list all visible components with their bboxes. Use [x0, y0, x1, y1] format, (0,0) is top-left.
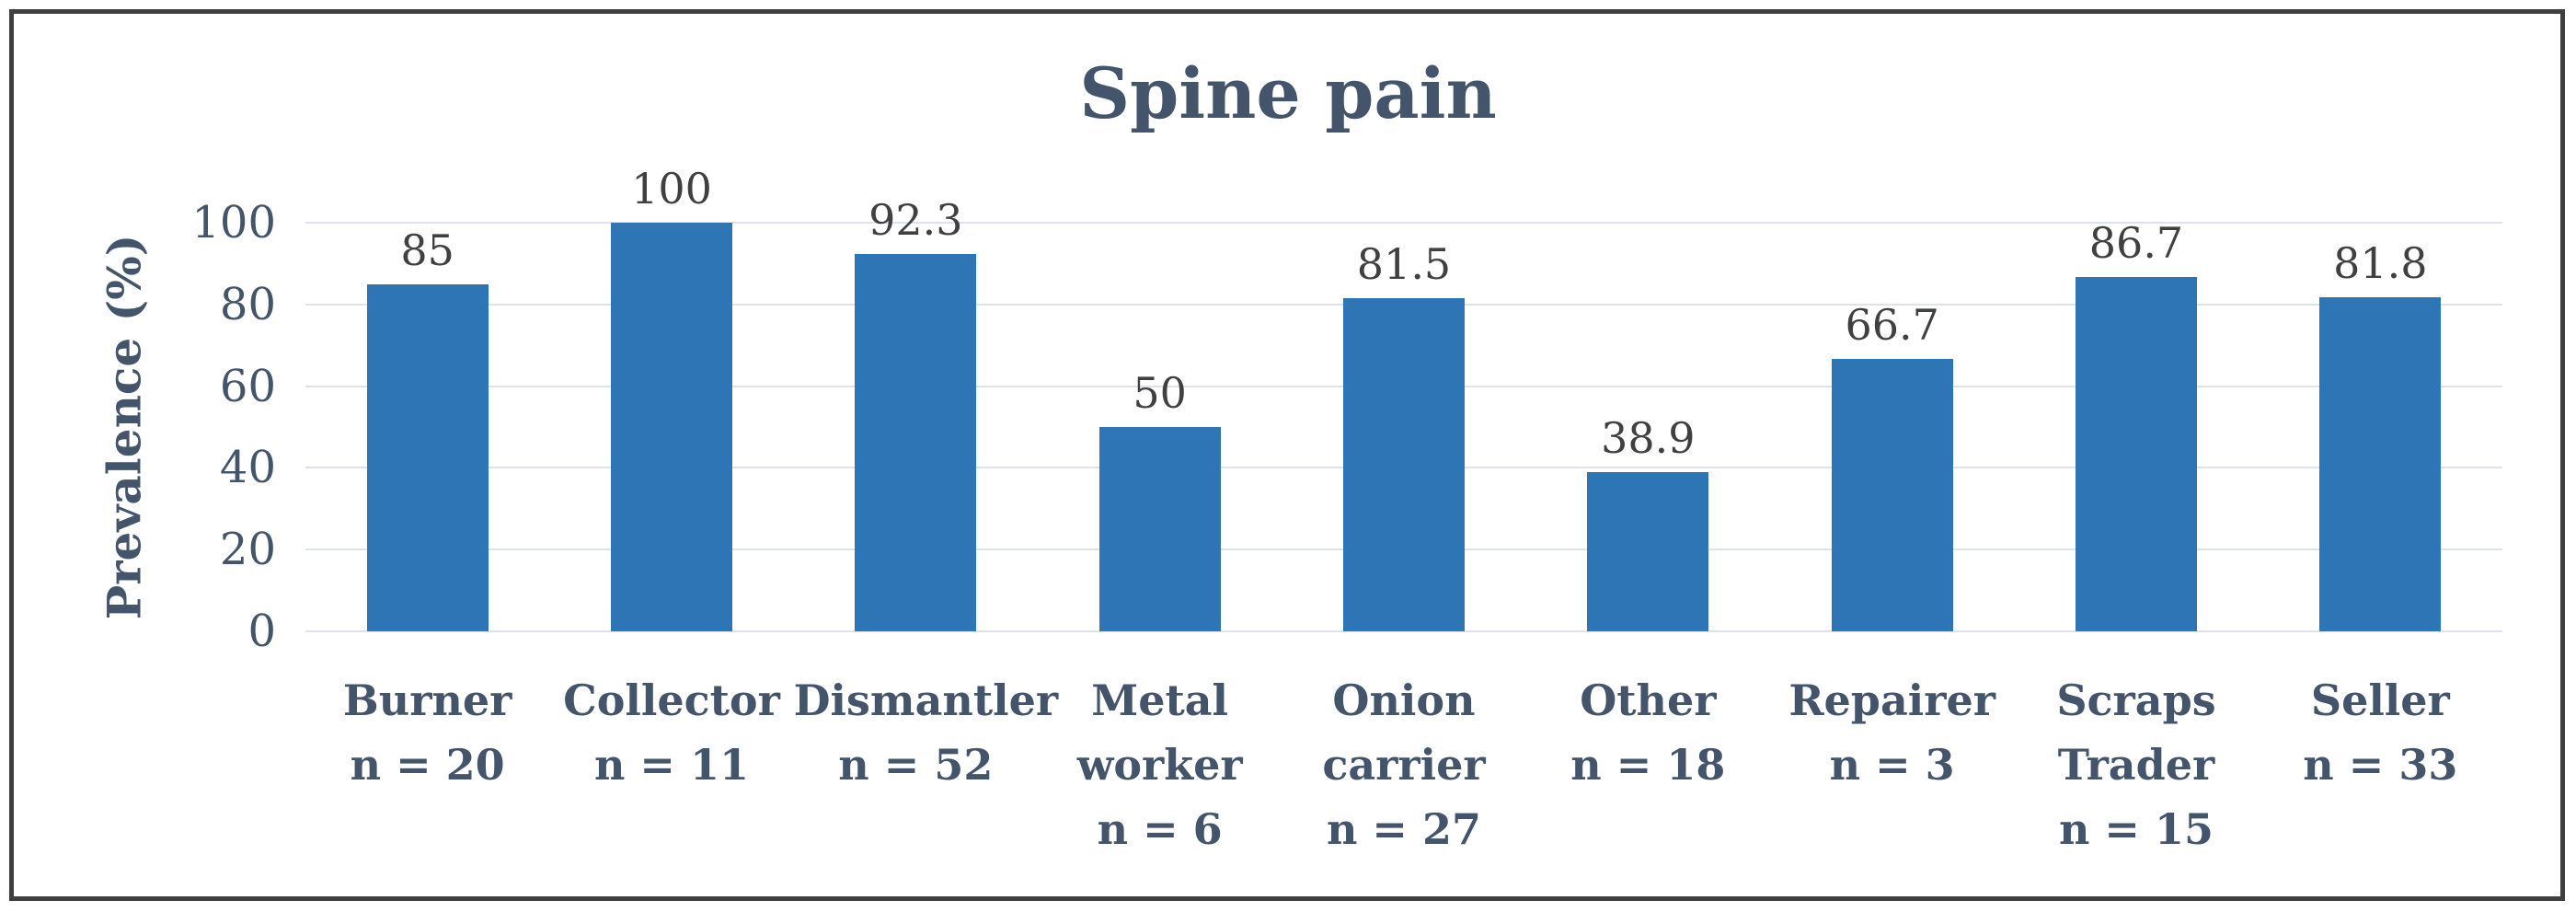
y-tick-label: 80: [219, 278, 276, 330]
category-label: Burner n = 20: [305, 668, 549, 797]
category-sample-size: n = 20: [350, 740, 505, 790]
category-name: Seller: [2310, 675, 2450, 725]
bar: [611, 223, 732, 631]
y-tick-label: 100: [191, 197, 276, 248]
category-name: Burner: [342, 675, 512, 725]
category-label: Seller n = 33: [2259, 668, 2502, 797]
bar-value-label: 66.7: [1845, 299, 1939, 350]
category-sample-size: n = 11: [593, 740, 749, 790]
category-sample-size: n = 6: [1097, 804, 1223, 854]
category-sample-size: n = 27: [1326, 804, 1481, 854]
category-label: Metal worker n = 6: [1038, 668, 1282, 861]
gridline: [305, 630, 2502, 632]
category-sample-size: n = 52: [838, 740, 994, 790]
category-label: Collector n = 11: [549, 668, 793, 797]
category-label: Other n = 18: [1526, 668, 1770, 797]
bar: [2319, 296, 2442, 631]
y-tick-label: 0: [247, 606, 276, 657]
category-sample-size: n = 15: [2058, 804, 2214, 854]
bar-value-label: 50: [1133, 368, 1187, 418]
category-sample-size: n = 18: [1570, 740, 1726, 790]
category-name: Repairer: [1788, 675, 1995, 725]
plot-area: 0 20 40 60 80 100 85 100 92.3 50 81.5 38.9 66.7 86.7 8…: [191, 167, 2502, 657]
category-label: Scraps Trader n = 15: [2014, 668, 2258, 861]
bar: [1831, 358, 1953, 631]
category-label: Dismantler n = 52: [793, 668, 1059, 797]
category-sample-size: n = 33: [2303, 740, 2458, 790]
category-name: Onion carrier: [1322, 675, 1486, 790]
category-name: Scraps Trader: [2056, 675, 2216, 790]
gridline: [305, 222, 2502, 224]
bar: [1343, 298, 1465, 631]
y-tick-label: 20: [219, 524, 276, 576]
category-name: Dismantler: [793, 675, 1059, 725]
category-name: Metal worker: [1076, 675, 1243, 790]
bar: [855, 254, 977, 631]
bar-value-label: 81.5: [1356, 239, 1452, 290]
category-label: Repairer n = 3: [1770, 668, 2014, 797]
bar: [2076, 277, 2197, 631]
y-tick-label: 40: [219, 442, 276, 494]
chart-frame-border: [9, 9, 2565, 901]
bar-value-label: 81.8: [2333, 237, 2428, 288]
category-label: Onion carrier n = 27: [1282, 668, 1525, 861]
bar: [1587, 472, 1709, 631]
bar: [1098, 427, 1221, 631]
category-sample-size: n = 3: [1829, 740, 1955, 790]
chart-title: Spine pain: [1079, 52, 1497, 134]
bar-value-label: 86.7: [2088, 218, 2184, 269]
category-name: Collector: [563, 675, 780, 725]
bar-value-label: 92.3: [868, 195, 963, 246]
bar: [366, 283, 489, 631]
bar-value-label: 85: [400, 225, 454, 275]
category-name: Other: [1580, 675, 1717, 725]
bar-value-label: 100: [631, 164, 712, 214]
bar-value-label: 38.9: [1601, 413, 1696, 464]
y-tick-label: 60: [219, 360, 276, 412]
